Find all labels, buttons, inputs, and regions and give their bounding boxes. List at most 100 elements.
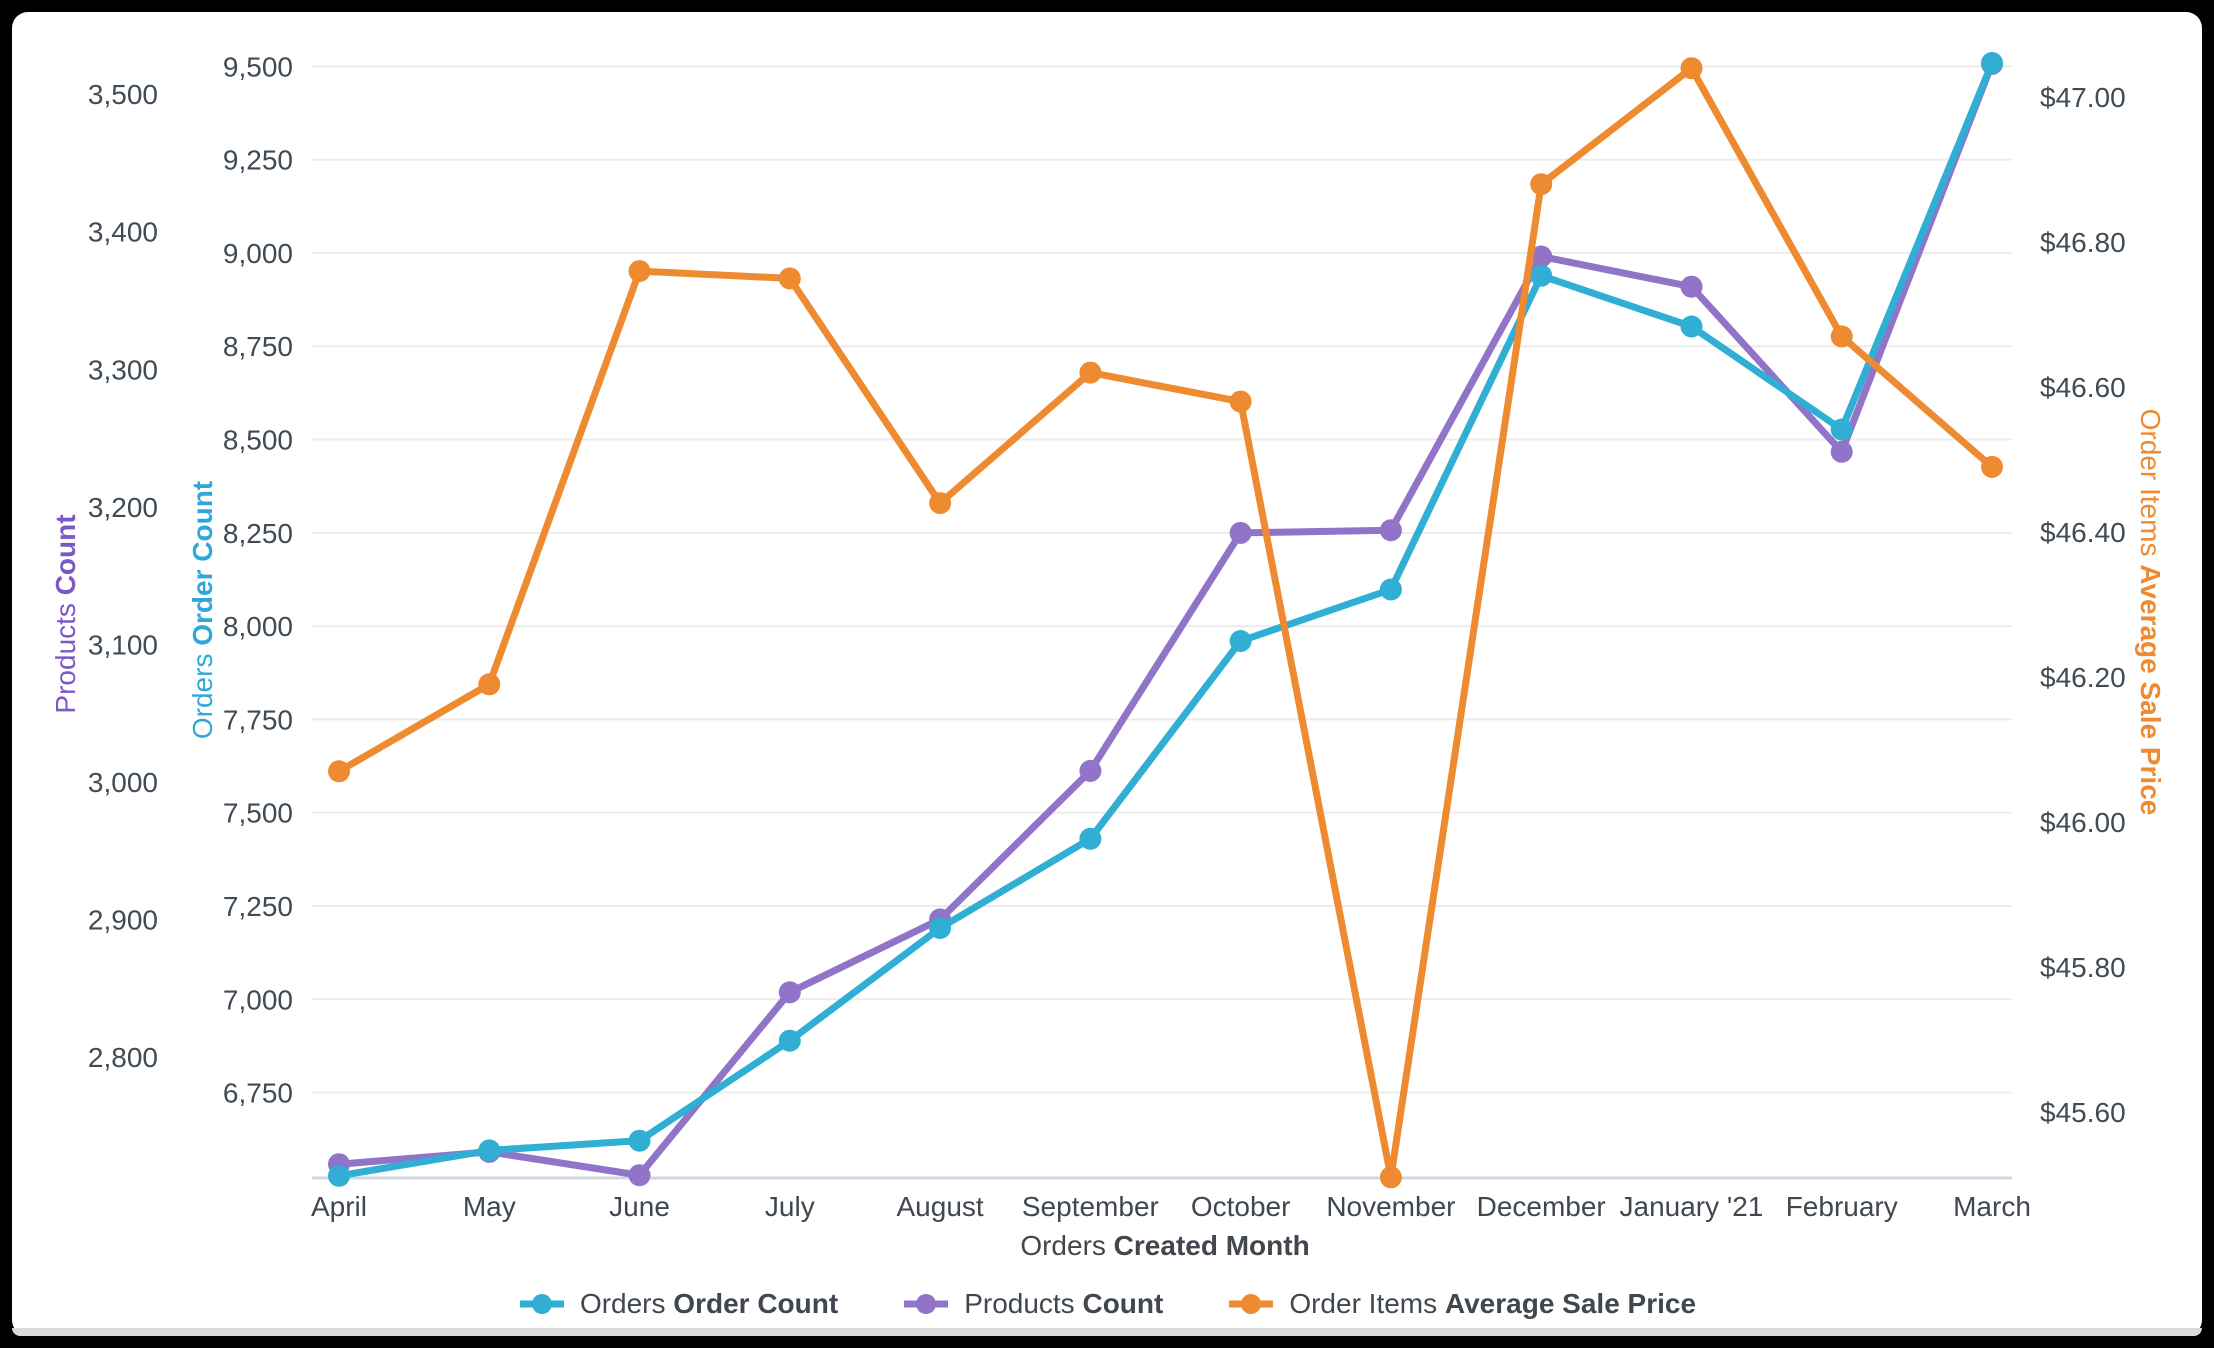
x-axis-title: Orders Created Month bbox=[1020, 1230, 1309, 1262]
point-orders-October[interactable] bbox=[1229, 630, 1252, 652]
point-price-November[interactable] bbox=[1379, 1166, 1402, 1189]
series-products bbox=[328, 52, 2003, 1187]
point-price-January '21[interactable] bbox=[1680, 57, 1703, 80]
legend-marker-line-dot-icon bbox=[519, 1294, 564, 1314]
orders-tick-label: 9,500 bbox=[223, 51, 293, 82]
point-orders-December[interactable] bbox=[1530, 264, 1553, 287]
products-tick-label: 2,800 bbox=[88, 1042, 158, 1073]
point-orders-February[interactable] bbox=[1830, 418, 1853, 441]
legend-label: Orders Order Count bbox=[580, 1288, 838, 1320]
x-tick-label: January '21 bbox=[1620, 1191, 1764, 1222]
y-axis-title-orders: Orders Order Count bbox=[187, 481, 219, 739]
point-price-July[interactable] bbox=[778, 267, 801, 290]
legend-item-order-items-average-sale-price[interactable]: Order Items Average Sale Price bbox=[1227, 1288, 1696, 1320]
point-products-October[interactable] bbox=[1229, 521, 1252, 544]
x-tick-label: July bbox=[765, 1191, 815, 1222]
legend-item-products-count[interactable]: Products Count bbox=[902, 1288, 1163, 1320]
point-orders-November[interactable] bbox=[1379, 578, 1402, 601]
legend-label: Products Count bbox=[964, 1288, 1163, 1320]
series-line-price bbox=[335, 64, 1996, 1181]
x-tick-label: October bbox=[1191, 1191, 1291, 1222]
point-price-May[interactable] bbox=[478, 673, 501, 696]
gridlines bbox=[312, 65, 2012, 1180]
point-products-July[interactable] bbox=[778, 981, 801, 1004]
x-tick-label: June bbox=[609, 1191, 670, 1222]
x-axis-ticks: April May June July August September October No… bbox=[311, 1191, 2031, 1222]
orders-tick-label: 8,000 bbox=[223, 611, 293, 642]
point-orders-September[interactable] bbox=[1079, 827, 1102, 850]
orders-axis-ticks: 6,750 7,000 7,250 7,500 7,750 8,000 8,250 8,500… bbox=[223, 51, 293, 1108]
card-bottom-edge bbox=[12, 1328, 2202, 1336]
price-tick-label: $46.20 bbox=[2040, 662, 2126, 693]
point-price-December[interactable] bbox=[1530, 173, 1553, 196]
point-products-November[interactable] bbox=[1379, 519, 1402, 542]
legend-label-view: Products bbox=[964, 1288, 1083, 1319]
legend-label-field: Count bbox=[1082, 1288, 1164, 1319]
orders-tick-label: 8,500 bbox=[223, 425, 293, 456]
legend-marker-line-dot-icon bbox=[904, 1294, 949, 1314]
orders-tick-label: 7,500 bbox=[223, 798, 293, 829]
price-tick-label: $46.00 bbox=[2040, 807, 2126, 838]
orders-tick-label: 7,250 bbox=[223, 891, 293, 922]
point-products-February[interactable] bbox=[1830, 440, 1853, 463]
point-orders-May[interactable] bbox=[478, 1139, 501, 1162]
x-axis-title-view: Orders bbox=[1020, 1230, 1114, 1261]
point-products-June[interactable] bbox=[628, 1164, 651, 1187]
point-price-August[interactable] bbox=[929, 492, 952, 515]
series-line-products bbox=[335, 60, 1996, 1179]
x-tick-label: March bbox=[1953, 1191, 2031, 1222]
y-axis-title-products-field: Count bbox=[50, 514, 81, 596]
products-axis-ticks: 2,800 2,900 3,000 3,100 3,200 3,300 3,400 3,500 bbox=[88, 79, 158, 1073]
y-axis-title-price: Order Items Average Sale Price bbox=[2134, 409, 2166, 816]
price-tick-label: $45.60 bbox=[2040, 1097, 2126, 1128]
point-price-February[interactable] bbox=[1830, 325, 1853, 348]
y-axis-title-orders-field: Order Count bbox=[187, 480, 218, 646]
point-price-October[interactable] bbox=[1229, 390, 1252, 413]
x-tick-label: August bbox=[897, 1191, 984, 1222]
legend-label-field: Order Count bbox=[673, 1288, 839, 1319]
point-price-March[interactable] bbox=[1981, 455, 2003, 478]
products-tick-label: 3,200 bbox=[88, 492, 158, 523]
point-orders-July[interactable] bbox=[778, 1029, 801, 1052]
series-line-orders bbox=[335, 59, 1996, 1180]
y-axis-title-price-view: Order Items bbox=[2135, 408, 2166, 565]
x-tick-label: December bbox=[1477, 1191, 1606, 1222]
point-orders-August[interactable] bbox=[929, 917, 952, 939]
products-tick-label: 3,300 bbox=[88, 354, 158, 385]
price-tick-label: $46.80 bbox=[2040, 227, 2126, 258]
legend-item-orders-order-count[interactable]: Orders Order Count bbox=[518, 1288, 838, 1320]
x-tick-label: November bbox=[1326, 1191, 1455, 1222]
orders-tick-label: 9,250 bbox=[223, 145, 293, 176]
products-tick-label: 2,900 bbox=[88, 904, 158, 935]
orders-tick-label: 9,000 bbox=[223, 238, 293, 269]
point-price-April[interactable] bbox=[328, 760, 350, 783]
chart-card bbox=[12, 12, 2202, 1336]
orders-tick-label: 8,250 bbox=[223, 518, 293, 549]
products-tick-label: 3,000 bbox=[88, 767, 158, 798]
products-tick-label: 3,400 bbox=[88, 217, 158, 248]
legend-marker-line-dot-icon bbox=[1229, 1294, 1274, 1314]
point-price-June[interactable] bbox=[628, 260, 651, 283]
point-orders-January '21[interactable] bbox=[1680, 315, 1703, 338]
point-price-September[interactable] bbox=[1079, 361, 1102, 384]
price-tick-label: $45.80 bbox=[2040, 952, 2126, 983]
x-tick-label: April bbox=[311, 1191, 367, 1222]
point-products-December[interactable] bbox=[1530, 245, 1553, 268]
x-tick-label: February bbox=[1786, 1191, 1898, 1222]
y-axis-title-price-field: Average Sale Price bbox=[2135, 564, 2166, 816]
orders-tick-label: 8,750 bbox=[223, 331, 293, 362]
products-tick-label: 3,100 bbox=[88, 629, 158, 660]
point-orders-April[interactable] bbox=[328, 1164, 350, 1187]
y-axis-title-products-view: Products bbox=[50, 595, 81, 714]
y-axis-title-orders-view: Orders bbox=[187, 645, 218, 740]
point-orders-March[interactable] bbox=[1981, 52, 2003, 74]
legend-label: Order Items Average Sale Price bbox=[1289, 1288, 1696, 1320]
price-tick-label: $47.00 bbox=[2040, 82, 2126, 113]
x-tick-label: September bbox=[1022, 1191, 1159, 1222]
point-orders-June[interactable] bbox=[628, 1129, 651, 1152]
price-axis-ticks: $45.60 $45.80 $46.00 $46.20 $46.40 $46.60 $46.… bbox=[2040, 82, 2126, 1128]
point-products-September[interactable] bbox=[1079, 759, 1102, 782]
point-products-January '21[interactable] bbox=[1680, 275, 1703, 298]
x-tick-label: May bbox=[463, 1191, 516, 1222]
